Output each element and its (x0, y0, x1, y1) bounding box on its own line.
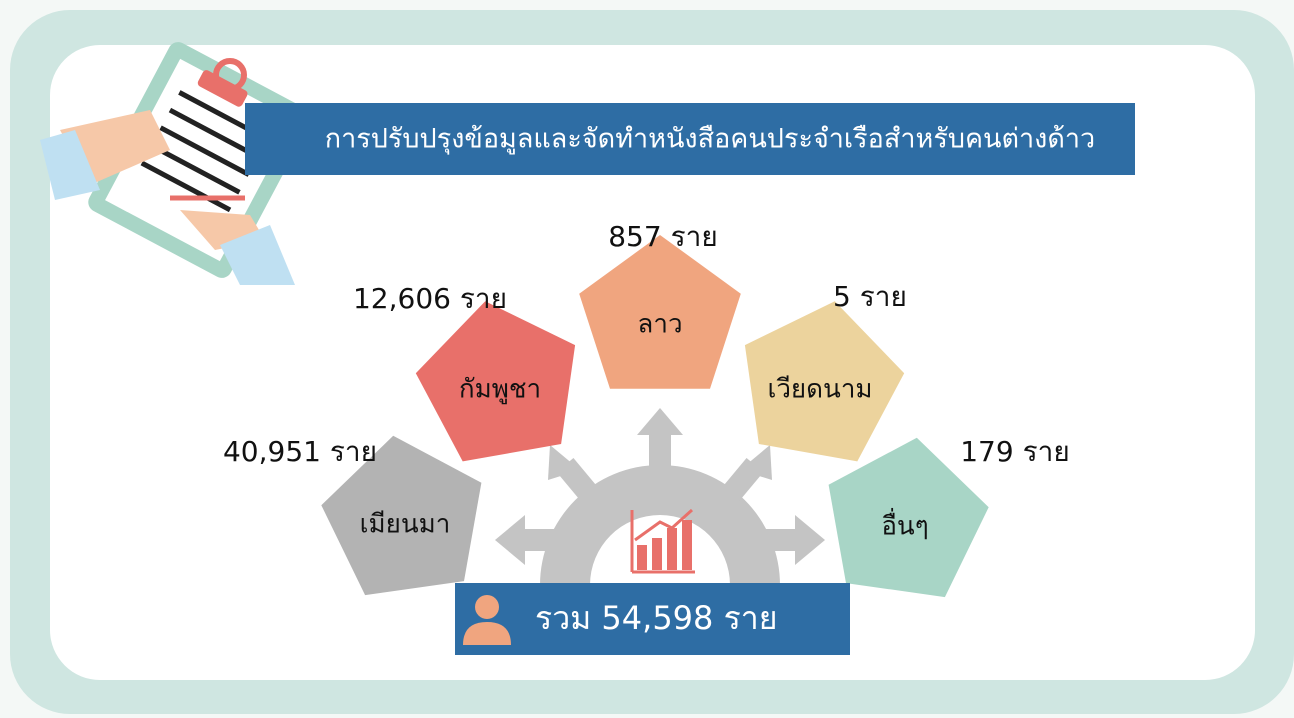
item-count: 5 ราย (833, 280, 907, 313)
page: การปรับปรุงข้อมูลและจัดทำหนังสือคนประจำเ… (0, 0, 1294, 714)
item-count: 857 ราย (608, 220, 718, 253)
title: การปรับปรุงข้อมูลและจัดทำหนังสือคนประจำเ… (325, 124, 1095, 156)
item-label: เวียดนาม (767, 375, 872, 405)
item-label: กัมพูชา (459, 375, 541, 405)
item-label: ลาว (637, 310, 682, 340)
infographic: การปรับปรุงข้อมูลและจัดทำหนังสือคนประจำเ… (0, 0, 1294, 714)
item-count: 179 ราย (960, 435, 1070, 468)
item-count: 12,606 ราย (353, 282, 507, 315)
item-count: 40,951 ราย (223, 435, 377, 468)
item-label: อื่นๆ (881, 508, 928, 542)
item-label: เมียนมา (360, 510, 451, 540)
total: รวม 54,598 ราย (535, 599, 777, 637)
